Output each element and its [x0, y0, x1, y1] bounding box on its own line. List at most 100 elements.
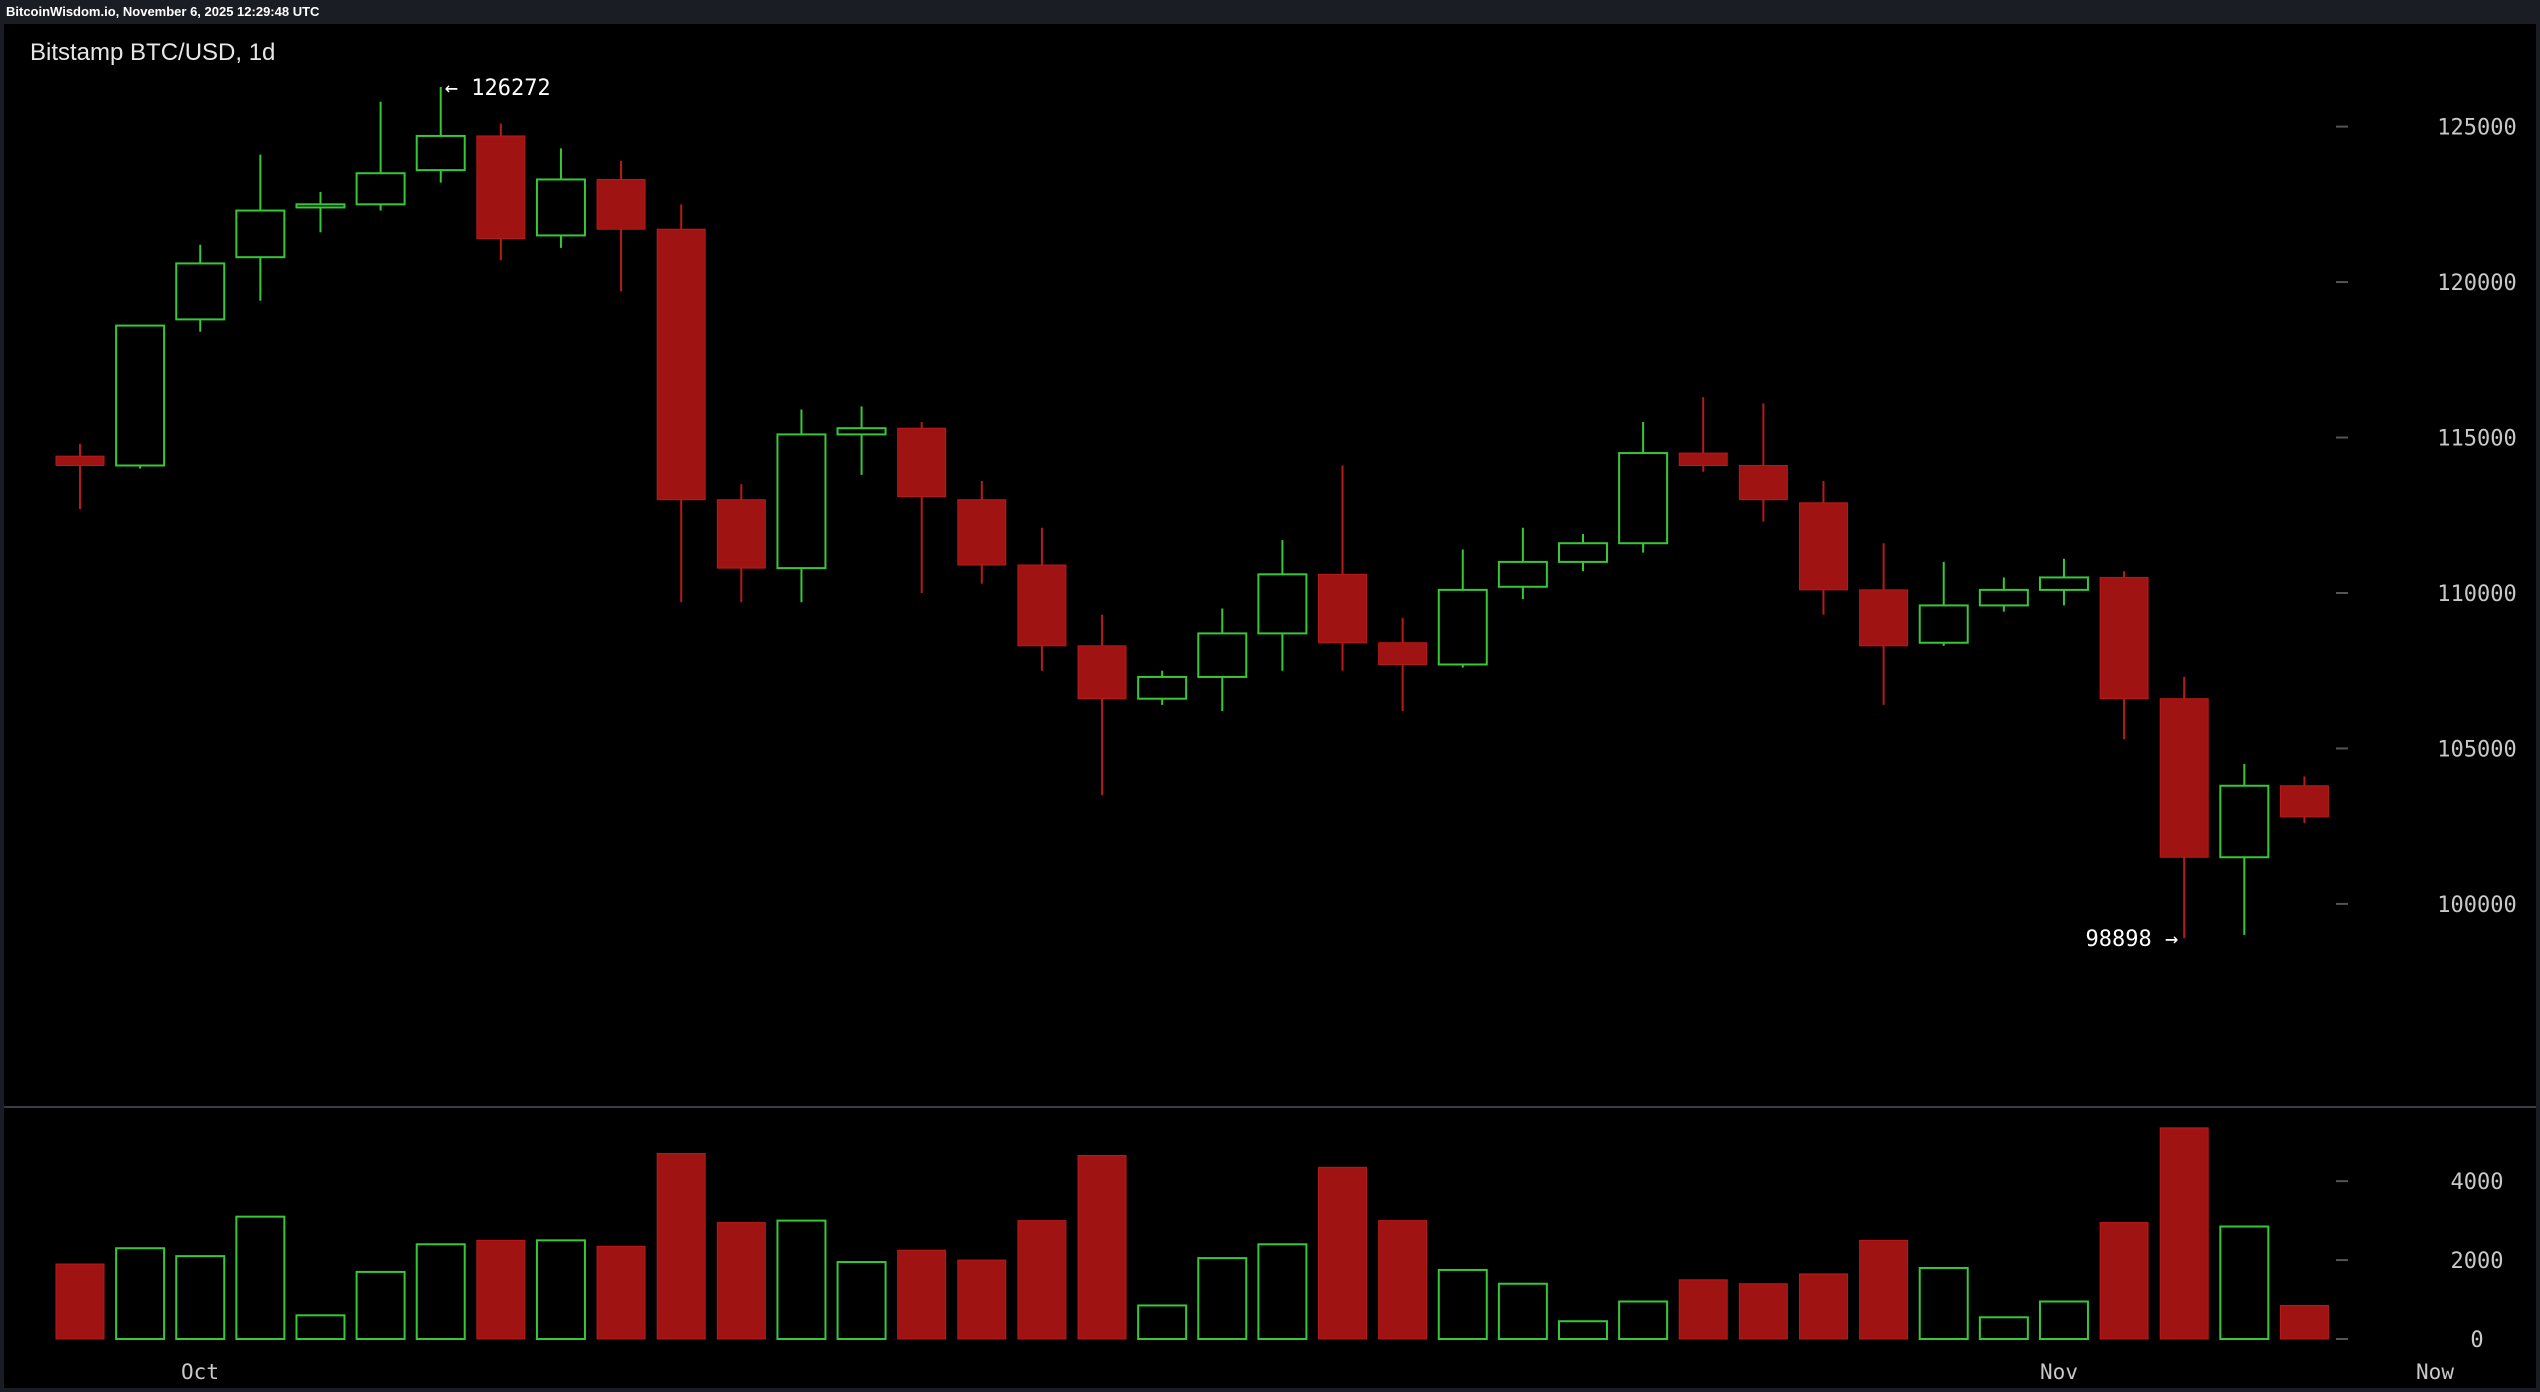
candle-down: [1678, 397, 1728, 472]
candle-body: [476, 135, 526, 240]
low-annotation: 98898 →: [2085, 927, 2178, 952]
candle-up: [1197, 608, 1248, 712]
candle-up: [175, 244, 226, 332]
candle-up: [415, 87, 466, 183]
candle-up: [2038, 558, 2089, 606]
chart-title: Bitstamp BTC/USD, 1d: [30, 39, 275, 66]
x-tick-oct: Oct: [181, 1360, 219, 1384]
candle-body: [1137, 675, 1188, 700]
candle-down: [476, 123, 526, 261]
candle-body: [2279, 785, 2329, 818]
high-annotation: ← 126272: [445, 76, 551, 101]
candle-body: [1798, 502, 1848, 591]
volume-bar-up: [1257, 1243, 1308, 1341]
header-timestamp: BitcoinWisdom.io, November 6, 2025 12:29…: [6, 4, 320, 19]
time-axis-bg: [4, 1358, 2536, 1388]
candle-body: [1437, 588, 1488, 666]
candle-body: [415, 134, 466, 172]
candle-body: [1497, 560, 1548, 588]
volume-bar-up: [115, 1247, 166, 1341]
candle-body: [175, 262, 226, 321]
price-tick-label: 100000: [2437, 893, 2516, 918]
candle-body: [1859, 589, 1909, 647]
candle-body: [957, 499, 1007, 566]
candle-down: [2099, 571, 2149, 740]
volume-bar-down: [957, 1259, 1007, 1340]
candle-down: [2159, 676, 2209, 939]
volume-bar-up: [355, 1270, 406, 1341]
price-tick-label: 125000: [2437, 116, 2516, 141]
price-axis: 100000 105000 110000 115000 120000 125000: [2336, 116, 2517, 918]
candle-body: [1618, 452, 1669, 545]
candle-body: [55, 455, 105, 467]
candle-body: [2159, 698, 2209, 858]
volume-bar-up: [415, 1243, 466, 1341]
candle-up: [1558, 533, 1608, 572]
price-tick-label: 120000: [2437, 271, 2516, 296]
x-tick-nov: Nov: [2040, 1360, 2078, 1384]
volume-bar-up: [2219, 1225, 2270, 1340]
candle-body: [1918, 604, 1969, 644]
volume-bar-down: [2099, 1222, 2149, 1340]
candle-body: [1378, 642, 1428, 665]
volume-bar-up: [1918, 1266, 1969, 1340]
volume-bar-up: [1437, 1268, 1488, 1340]
volume-bar-up: [535, 1239, 586, 1340]
annotations-layer: ← 126272 98898 →: [445, 76, 2178, 952]
candle-body: [115, 324, 166, 467]
volume-bar-up: [2038, 1300, 2089, 1340]
candle-body: [836, 427, 887, 436]
volume-bar-down: [2159, 1127, 2209, 1340]
candle-up: [535, 148, 586, 248]
volume-bar-up: [235, 1215, 286, 1341]
volume-bar-down: [1678, 1279, 1728, 1340]
volume-bar-up: [295, 1314, 346, 1340]
volume-bar-up: [1137, 1304, 1188, 1340]
candle-up: [776, 409, 827, 603]
candle-body: [1257, 573, 1308, 635]
candle-down: [716, 484, 766, 603]
candle-up: [235, 154, 286, 301]
volume-bar-down: [716, 1222, 766, 1340]
candle-body: [535, 178, 586, 237]
price-tick-label: 110000: [2437, 582, 2516, 607]
candle-down: [2279, 776, 2329, 824]
candle-body: [656, 228, 706, 501]
candle-body: [897, 427, 947, 498]
candle-up: [2219, 763, 2270, 935]
volume-bar-up: [1618, 1300, 1669, 1340]
volume-bar-down: [656, 1153, 706, 1340]
volume-bar-up: [1978, 1316, 2029, 1341]
candle-body: [235, 209, 286, 259]
volume-bar-up: [1197, 1257, 1248, 1341]
candle-down: [1017, 527, 1067, 671]
volume-bar-down: [55, 1263, 105, 1340]
candle-up: [1618, 421, 1669, 553]
candle-body: [2038, 576, 2089, 591]
candle-body: [295, 203, 346, 209]
candle-body: [596, 178, 646, 230]
candle-up: [1257, 540, 1308, 671]
volume-bar-down: [1859, 1239, 1909, 1340]
volume-bar-down: [1738, 1283, 1788, 1340]
candle-body: [2219, 784, 2270, 859]
candle-up: [836, 406, 887, 475]
volume-bar-up: [1497, 1282, 1548, 1340]
volume-bar-down: [1798, 1273, 1848, 1340]
volume-axis: 0 2000 4000: [2336, 1170, 2503, 1353]
candle-body: [1197, 632, 1248, 678]
volume-bar-down: [2279, 1304, 2329, 1340]
candle-body: [1318, 573, 1368, 644]
volume-bar-down: [1378, 1220, 1428, 1340]
candle-body: [776, 433, 827, 570]
candle-down: [55, 443, 105, 510]
price-pane-bg: [4, 24, 2536, 1106]
candle-body: [1017, 564, 1067, 647]
candle-body: [716, 499, 766, 569]
candle-up: [1137, 670, 1188, 705]
candle-body: [1558, 542, 1608, 563]
candle-body: [2099, 576, 2149, 700]
candle-down: [1077, 614, 1127, 796]
